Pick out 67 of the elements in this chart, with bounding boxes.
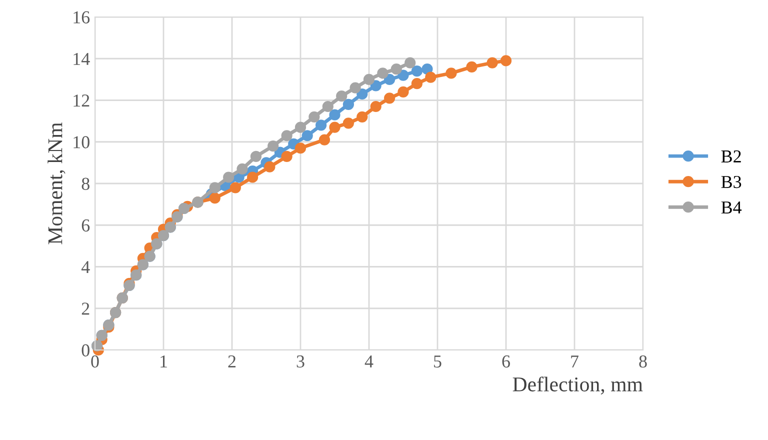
point (250, 150, 262, 162)
x-tick-label: 7 (571, 356, 578, 368)
point (500, 55, 512, 66)
x-axis-title: Deflection, mm (512, 376, 643, 394)
point (209, 192, 220, 204)
y-axis-title: Moment, kNm (48, 122, 66, 244)
point (209, 182, 220, 194)
y-tick-label: 14 (74, 52, 90, 65)
point (422, 63, 433, 75)
point (370, 80, 382, 92)
point (336, 90, 348, 102)
point (363, 74, 375, 85)
x-tick-label: 0 (91, 355, 99, 368)
point (281, 130, 292, 142)
point (281, 150, 292, 162)
point (384, 92, 396, 104)
x-tick-label: 1 (160, 355, 167, 368)
point (294, 142, 306, 154)
y-tick-label: 8 (82, 178, 90, 190)
x-tick-label: 2 (228, 355, 236, 368)
point (446, 68, 457, 79)
point (404, 57, 416, 68)
point (384, 74, 396, 85)
point (322, 100, 334, 112)
point (264, 161, 276, 172)
y-tick-label: 4 (81, 261, 90, 274)
y-tick-label: 10 (74, 136, 90, 148)
y-tick-label: 0 (82, 344, 90, 356)
point (294, 122, 306, 133)
x-tick-label: 8 (639, 355, 647, 368)
point (398, 86, 409, 98)
y-tick-label: 12 (74, 94, 90, 107)
point (315, 120, 327, 131)
point (411, 78, 423, 90)
point (308, 111, 320, 122)
point (425, 72, 436, 83)
point (329, 109, 340, 120)
x-tick-label: 6 (502, 355, 510, 368)
point (370, 100, 382, 112)
point (236, 163, 248, 174)
point (268, 140, 279, 152)
point (390, 63, 402, 75)
point (377, 68, 388, 79)
y-tick-label: 16 (74, 11, 90, 24)
point (246, 172, 258, 183)
legend-label: B3 (721, 176, 742, 188)
y-tick-label: 6 (82, 219, 90, 232)
x-tick-label: 4 (364, 356, 374, 368)
point (411, 66, 423, 77)
point (329, 122, 340, 133)
point (318, 134, 330, 146)
point (356, 111, 368, 122)
point (342, 118, 354, 129)
x-tick-label: 3 (296, 355, 304, 368)
point (302, 130, 313, 142)
point (466, 61, 478, 73)
point (356, 88, 368, 100)
legend-label: B4 (721, 202, 742, 214)
point (398, 70, 409, 81)
point (342, 98, 354, 110)
point (486, 57, 498, 68)
point (223, 172, 234, 183)
point (230, 182, 241, 194)
x-tick-label: 5 (434, 356, 442, 368)
y-tick-label: 2 (82, 302, 90, 315)
point (350, 82, 361, 94)
legend-label: B2 (721, 150, 741, 162)
